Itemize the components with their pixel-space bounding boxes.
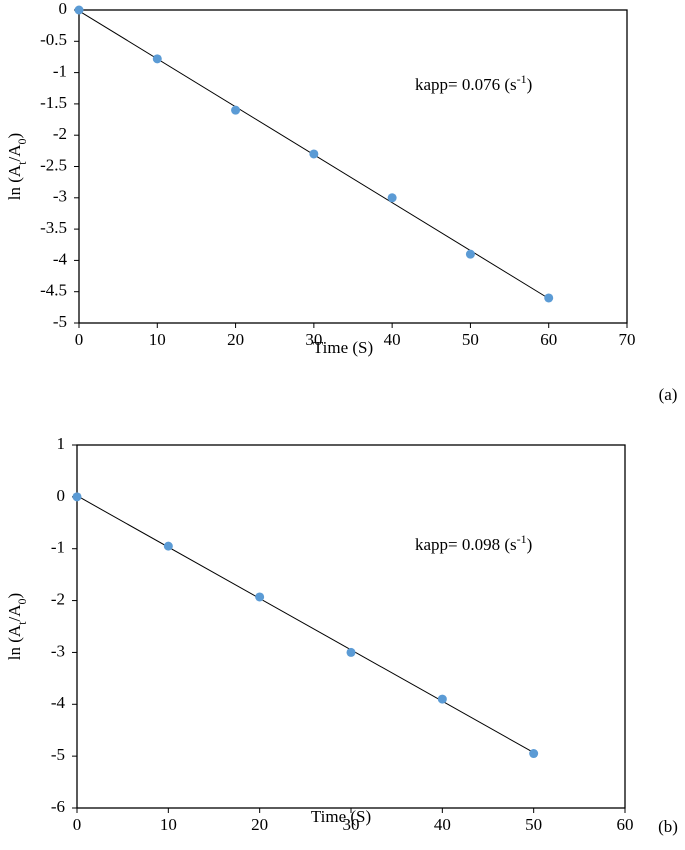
y-tick-label: -4 (53, 249, 68, 268)
y-axis-label: ln (At/A0) (5, 593, 29, 660)
text-part: ) (5, 593, 24, 599)
data-point (163, 541, 173, 551)
data-point (437, 694, 447, 704)
x-tick-label: 60 (540, 330, 557, 349)
data-point (544, 293, 554, 303)
plot-frame (76, 444, 626, 809)
x-tick-label: 30 (343, 815, 360, 834)
trendline (76, 495, 534, 754)
x-tick-label: 70 (619, 330, 636, 349)
text-part: kapp= 0.098 (s (415, 535, 517, 554)
y-tick-label: -2 (53, 124, 67, 143)
text-part: /A (5, 604, 24, 622)
y-tick-label: -5 (53, 312, 67, 331)
y-tick-label: 0 (57, 486, 66, 505)
y-tick-label: -3 (53, 187, 67, 206)
text-part: 0 (15, 138, 29, 144)
y-tick-label: -3.5 (40, 218, 67, 237)
x-tick-label: 40 (384, 330, 401, 349)
y-tick-label: -6 (51, 797, 65, 816)
text-part: ) (527, 75, 533, 94)
y-tick-label: -4 (51, 693, 66, 712)
x-tick-label: 20 (251, 815, 268, 834)
y-tick-label: -2 (51, 589, 65, 608)
y-tick-label: -1 (53, 62, 67, 81)
text-part: kapp= 0.076 (s (415, 75, 517, 94)
x-tick-label: 10 (160, 815, 177, 834)
x-tick-label: 10 (149, 330, 166, 349)
text-part: /A (5, 144, 24, 162)
y-tick-label: -3 (51, 641, 65, 660)
text-part: -1 (517, 532, 527, 546)
text-part: ln (A (5, 624, 24, 660)
data-point (387, 193, 397, 203)
text-part: t (15, 161, 29, 165)
data-point (465, 249, 475, 259)
text-part: ) (527, 535, 533, 554)
x-tick-label: 50 (525, 815, 542, 834)
annotation: kapp= 0.098 (s-1) (415, 532, 532, 554)
panel-label: (a) (659, 385, 678, 404)
data-point (529, 749, 539, 759)
y-tick-label: -0.5 (40, 30, 67, 49)
data-point (74, 5, 84, 15)
text-part: t (15, 621, 29, 625)
data-point (255, 592, 265, 602)
x-tick-label: 20 (227, 330, 244, 349)
y-tick-label: -4.5 (40, 281, 67, 300)
y-tick-label: -1 (51, 538, 65, 557)
x-axis-label: Time (S) (311, 807, 371, 826)
x-tick-label: 60 (617, 815, 634, 834)
y-tick-label: 0 (59, 0, 68, 18)
y-tick-label: 1 (57, 434, 66, 453)
data-point (309, 149, 319, 159)
data-point (346, 647, 356, 657)
text-part: ln (A (5, 164, 24, 200)
text-part: -1 (517, 72, 527, 86)
data-point (231, 105, 241, 115)
x-tick-label: 30 (305, 330, 322, 349)
x-tick-label: 50 (462, 330, 479, 349)
y-tick-label: -1.5 (40, 93, 67, 112)
y-axis-label: ln (At/A0) (5, 133, 29, 200)
data-point (72, 492, 82, 502)
x-tick-label: 0 (73, 815, 82, 834)
y-tick-label: -2.5 (40, 155, 67, 174)
text-part: 0 (15, 598, 29, 604)
x-tick-label: 40 (434, 815, 451, 834)
data-point (152, 54, 162, 64)
x-tick-label: 0 (75, 330, 84, 349)
text-part: ) (5, 133, 24, 139)
annotation: kapp= 0.076 (s-1) (415, 72, 532, 94)
x-axis-label: Time (S) (313, 338, 373, 357)
panel-label: (b) (658, 817, 678, 836)
y-tick-label: -5 (51, 745, 65, 764)
